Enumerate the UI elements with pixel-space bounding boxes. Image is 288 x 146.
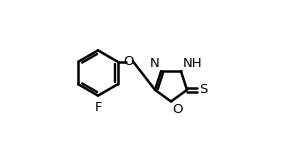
Text: O: O [123,55,134,68]
Text: NH: NH [183,57,202,70]
Text: N: N [150,57,159,70]
Text: F: F [94,101,102,114]
Text: S: S [199,83,208,96]
Text: O: O [172,103,183,116]
